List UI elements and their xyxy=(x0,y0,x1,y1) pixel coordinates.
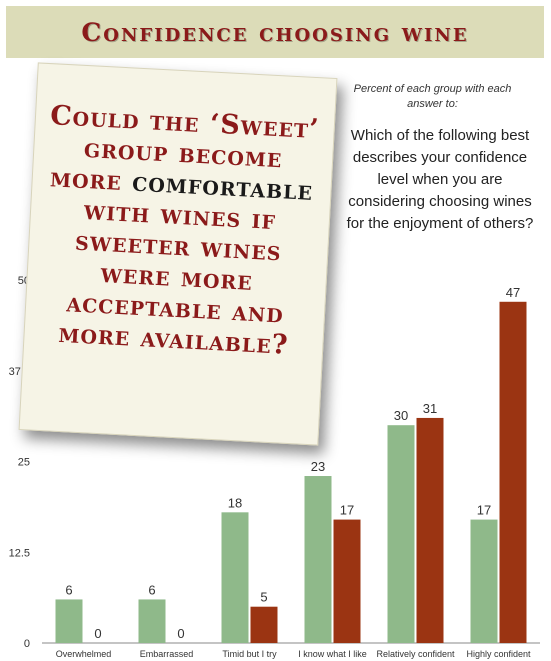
y-tick-label: 0 xyxy=(24,638,30,650)
callout-text: Could the ‘Sweet’ group become more comf… xyxy=(38,100,321,362)
data-label: 17 xyxy=(477,503,491,518)
data-label: 17 xyxy=(340,503,354,518)
x-tick-label: I know what I like xyxy=(298,649,367,659)
x-tick-label: Overwhelmed xyxy=(56,649,112,659)
x-tick-label: Relatively confident xyxy=(376,649,455,659)
bar xyxy=(499,301,527,643)
data-label: 31 xyxy=(423,401,437,416)
x-tick-label: Timid but I try xyxy=(222,649,277,659)
data-label: 23 xyxy=(311,459,325,474)
y-tick-label: 25 xyxy=(18,457,30,469)
data-label: 18 xyxy=(228,495,242,510)
data-label: 30 xyxy=(394,408,408,423)
data-label: 47 xyxy=(506,285,520,300)
x-tick-label: Highly confident xyxy=(466,649,531,659)
page-title: Confidence choosing wine xyxy=(81,17,469,47)
bar xyxy=(470,519,498,643)
bar xyxy=(304,476,332,643)
bar xyxy=(55,599,83,643)
bar xyxy=(138,599,166,643)
chart-subtitle: Percent of each group with each answer t… xyxy=(353,83,512,110)
callout-text-after: with wines if sweeter wines were more ac… xyxy=(57,195,290,361)
bar xyxy=(221,512,249,643)
x-tick-label: Embarrassed xyxy=(140,649,194,659)
data-label: 0 xyxy=(177,626,184,641)
data-label: 0 xyxy=(94,626,101,641)
survey-question: Which of the following best describes yo… xyxy=(346,127,534,232)
data-label: 6 xyxy=(65,582,72,597)
bar xyxy=(250,606,278,643)
title-banner: Confidence choosing wine xyxy=(6,6,544,58)
bar xyxy=(387,425,415,643)
bar xyxy=(416,417,444,643)
bar xyxy=(333,519,361,643)
data-label: 6 xyxy=(148,582,155,597)
callout-note: Could the ‘Sweet’ group become more comf… xyxy=(18,62,338,446)
y-tick-label: 12.5 xyxy=(9,547,30,559)
data-label: 5 xyxy=(260,590,267,605)
